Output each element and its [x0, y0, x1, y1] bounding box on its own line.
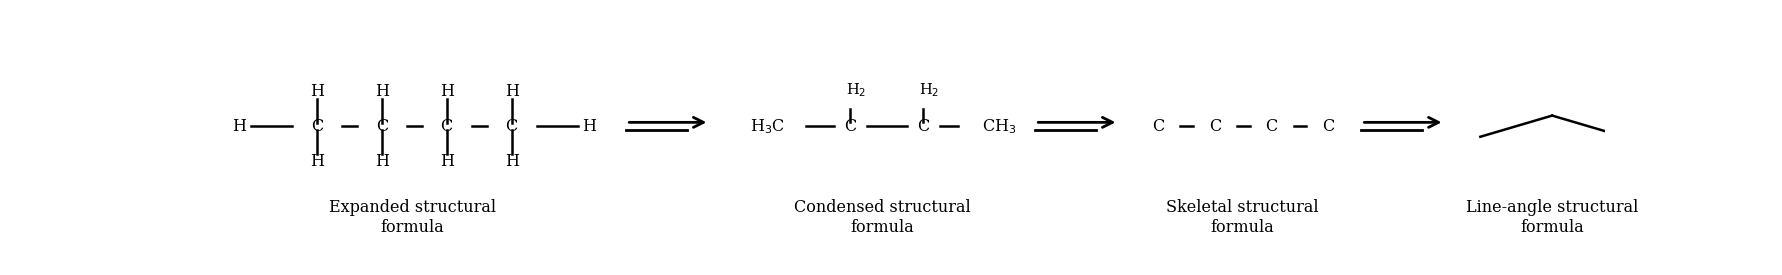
Text: C: C: [1208, 118, 1221, 135]
Text: Line-angle structural
formula: Line-angle structural formula: [1465, 199, 1638, 235]
Text: C: C: [440, 118, 453, 135]
Text: C: C: [1322, 118, 1333, 135]
Text: C: C: [506, 118, 517, 135]
Text: H: H: [581, 118, 595, 135]
Text: H$_2$: H$_2$: [845, 81, 866, 99]
Text: H: H: [440, 83, 453, 100]
Text: H: H: [374, 153, 388, 170]
Text: Expanded structural
formula: Expanded structural formula: [328, 199, 495, 235]
Text: H: H: [310, 153, 324, 170]
Text: CH$_3$: CH$_3$: [982, 117, 1016, 136]
Text: H: H: [374, 83, 388, 100]
Text: C: C: [843, 118, 855, 135]
Text: C: C: [1151, 118, 1164, 135]
Text: C: C: [376, 118, 388, 135]
Text: H$_2$: H$_2$: [918, 81, 939, 99]
Text: H: H: [504, 83, 519, 100]
Text: Skeletal structural
formula: Skeletal structural formula: [1165, 199, 1319, 235]
Text: Condensed structural
formula: Condensed structural formula: [793, 199, 969, 235]
Text: H: H: [232, 118, 246, 135]
Text: C: C: [916, 118, 928, 135]
Text: C: C: [1265, 118, 1278, 135]
Text: H: H: [504, 153, 519, 170]
Text: H: H: [310, 83, 324, 100]
Text: H: H: [440, 153, 453, 170]
Text: C: C: [310, 118, 323, 135]
Text: H$_3$C: H$_3$C: [750, 117, 784, 136]
